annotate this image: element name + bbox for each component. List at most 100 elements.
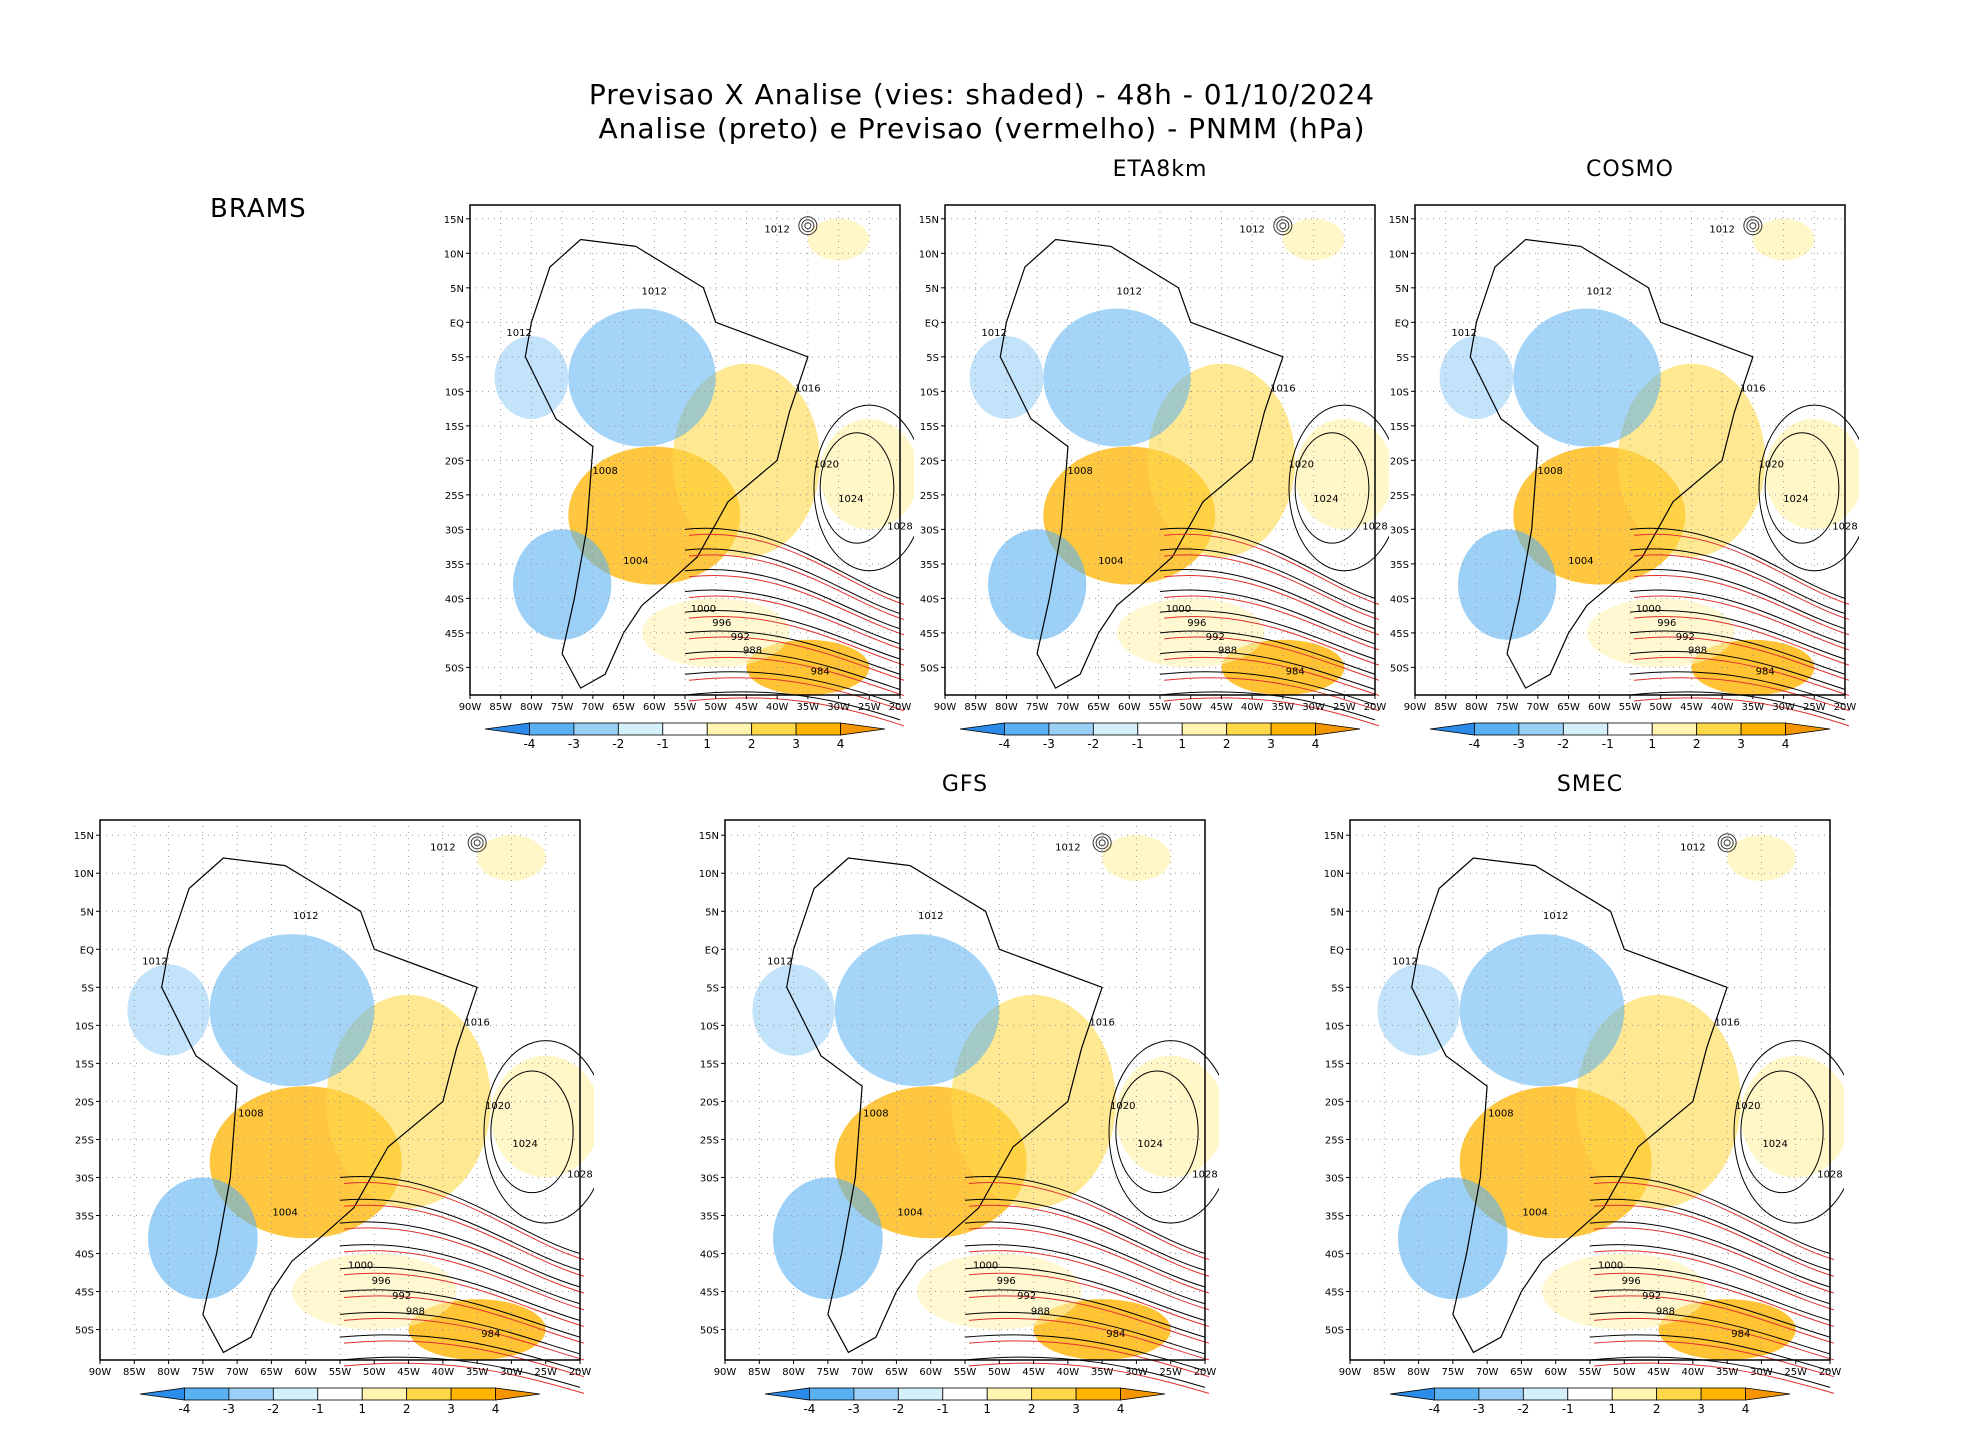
lon-label: 35W xyxy=(1742,702,1765,713)
colorbar-label: -3 xyxy=(568,737,580,751)
colorbar-segment xyxy=(1740,722,1786,736)
bias-shading xyxy=(1587,598,1735,668)
coastline xyxy=(786,857,1103,1354)
colorbar-label: 1 xyxy=(703,737,711,751)
analysis-contour xyxy=(1589,1198,1831,1271)
colorbar-label: 2 xyxy=(1028,1402,1036,1416)
colorbar-label: -2 xyxy=(892,1402,904,1416)
lon-label: 30W xyxy=(1302,702,1325,713)
forecast-contour xyxy=(968,1250,1210,1311)
bias-shading xyxy=(1459,934,1625,1087)
colorbar-segment xyxy=(1434,1387,1480,1401)
bias-shading xyxy=(1542,1253,1707,1330)
lat-label: 40S xyxy=(1390,594,1409,605)
lon-label: 55W xyxy=(1619,702,1642,713)
colorbar-label: -1 xyxy=(657,737,669,751)
forecast-contour xyxy=(1633,677,1850,712)
analysis-contour xyxy=(1629,691,1846,721)
forecast-contour xyxy=(343,1317,585,1361)
colorbar-segment xyxy=(228,1387,274,1401)
forecast-contour xyxy=(1593,1204,1835,1277)
lat-label: 20S xyxy=(1390,456,1409,467)
map-panel-6: SMEC 1012 1012 1012 1016 1020 1024 1028 1008 1004… xyxy=(1310,772,1858,1424)
bias-shading xyxy=(1458,529,1557,640)
contour-label: 1012 xyxy=(767,957,792,968)
analysis-contour xyxy=(684,630,901,675)
lat-label: 50S xyxy=(445,663,464,674)
colorbar-segment xyxy=(450,1387,496,1401)
lon-label: 50W xyxy=(988,1367,1011,1378)
analysis-contour xyxy=(684,589,901,645)
colorbar-label: 4 xyxy=(492,1402,500,1416)
lon-label: 65W xyxy=(1557,702,1580,713)
colorbar-segment xyxy=(272,1387,319,1401)
analysis-contour xyxy=(1629,671,1846,706)
forecast-contour xyxy=(968,1181,1210,1261)
analysis-contour xyxy=(1589,1244,1831,1305)
contour-label: 1008 xyxy=(863,1109,888,1120)
lon-label: 75W xyxy=(192,1367,215,1378)
contour-label: 996 xyxy=(372,1276,391,1287)
colorbar-segment xyxy=(1092,722,1139,736)
contour-label: 1004 xyxy=(897,1207,922,1218)
analysis-contour xyxy=(339,1356,581,1388)
bias-shading xyxy=(820,418,919,530)
lat-label: 20S xyxy=(700,1097,719,1108)
colorbar-segment xyxy=(853,1387,899,1401)
contour-label: 988 xyxy=(406,1306,425,1317)
contour-label: 992 xyxy=(731,632,750,643)
analysis-contour xyxy=(1589,1221,1831,1288)
bias-shading xyxy=(773,1177,883,1300)
colorbar-segment xyxy=(1522,1387,1569,1401)
lat-label: 5N xyxy=(1330,907,1344,918)
forecast-contour xyxy=(688,677,905,712)
lat-label: 5S xyxy=(1396,353,1409,364)
colorbar-label: -2 xyxy=(1087,737,1099,751)
figure-title-line2: Analise (preto) e Previsao (vermelho) - … xyxy=(598,112,1366,145)
forecast-contour xyxy=(1633,533,1850,605)
analysis-contour xyxy=(1115,1070,1199,1194)
map-figure: 1012101210121016102010241028100810041000… xyxy=(699,819,1233,1416)
contour-label: 1024 xyxy=(1313,494,1338,505)
analysis-contour xyxy=(1159,610,1376,660)
lon-label: 20W xyxy=(1834,702,1857,713)
colorbar-label: 4 xyxy=(1312,737,1320,751)
lon-label: 90W xyxy=(459,702,482,713)
lat-label: 50S xyxy=(920,663,939,674)
colorbar-segment xyxy=(751,722,797,736)
lat-label: 5S xyxy=(451,353,464,364)
map-figure: 1012101210121016102010241028100810041000… xyxy=(1389,204,1871,751)
cyclone-contour xyxy=(1720,836,1734,850)
colorbar-label: 3 xyxy=(447,1402,455,1416)
colorbar-segment xyxy=(1429,722,1475,736)
bias-shading xyxy=(1752,218,1815,261)
coastline xyxy=(524,238,809,689)
contour-label: 984 xyxy=(1106,1329,1125,1340)
lon-label: 75W xyxy=(1496,702,1519,713)
colorbar-label: -3 xyxy=(848,1402,860,1416)
colorbar-label: 1 xyxy=(358,1402,366,1416)
contour-label: 1004 xyxy=(1098,556,1123,567)
lat-label: 10S xyxy=(445,387,464,398)
analysis-contour xyxy=(1629,630,1846,675)
lon-label: 45W xyxy=(1680,702,1703,713)
colorbar-segment xyxy=(1651,722,1698,736)
panel-title: GFS xyxy=(941,772,989,797)
forecast-contour xyxy=(1163,656,1380,696)
lon-label: 45W xyxy=(1022,1367,1045,1378)
forecast-contour xyxy=(688,595,905,651)
cyclone-contour xyxy=(467,833,487,853)
lat-label: 10N xyxy=(919,249,939,260)
colorbar-label: 3 xyxy=(1697,1402,1705,1416)
bias-shading xyxy=(951,994,1116,1208)
colorbar-label: -2 xyxy=(1557,737,1569,751)
forecast-contour xyxy=(1163,595,1380,651)
lat-label: 45S xyxy=(445,629,464,640)
colorbar-label: -1 xyxy=(312,1402,324,1416)
analysis-contour xyxy=(1629,610,1846,660)
contour-label: 1024 xyxy=(1783,494,1808,505)
lat-label: 5S xyxy=(1331,983,1344,994)
colorbar-segment xyxy=(1048,722,1094,736)
lon-label: 50W xyxy=(363,1367,386,1378)
lat-label: 15S xyxy=(700,1059,719,1070)
